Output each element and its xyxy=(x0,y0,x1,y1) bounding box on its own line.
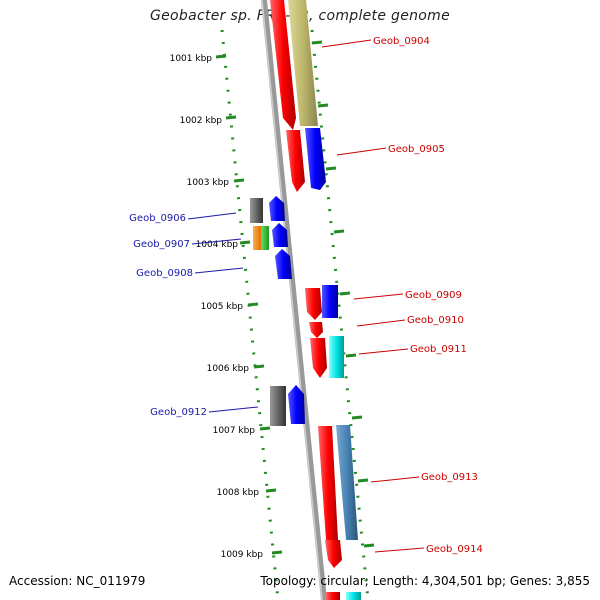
gene-label-geob-0910[interactable]: Geob_0910 xyxy=(407,315,464,326)
gene-label-geob-0907[interactable]: Geob_0907 xyxy=(133,239,190,250)
gene-feature-geob-0904[interactable] xyxy=(270,0,296,130)
tick-label: 1008 kbp xyxy=(217,488,260,498)
gene-feature-geob-0907[interactable] xyxy=(253,226,261,250)
outer-tick xyxy=(345,353,357,358)
tick-label: 1006 kbp xyxy=(207,364,250,374)
gene-feature-geob-0906[interactable] xyxy=(250,198,263,223)
tick-label: 1007 kbp xyxy=(213,426,256,436)
gene-feature-geob-0907-blue[interactable] xyxy=(272,223,288,247)
gene-feature-geob-0914[interactable] xyxy=(325,540,342,568)
gene-feature-geob-0912[interactable] xyxy=(270,386,286,426)
leader-line-geob-0914 xyxy=(374,547,425,553)
gene-feature-geob-0912-blue[interactable] xyxy=(288,385,305,424)
accession-text: Accession: NC_011979 xyxy=(9,574,146,588)
leader-line-geob-0913 xyxy=(370,476,420,483)
gene-feature-geob-0913[interactable] xyxy=(318,426,338,548)
tick-1002 xyxy=(225,115,237,120)
tick-label: 1003 kbp xyxy=(187,178,230,188)
leader-line-geob-0904 xyxy=(321,39,372,48)
tick-1003 xyxy=(233,178,245,183)
tick-label: 1009 kbp xyxy=(221,550,264,560)
inner-dotted-ring xyxy=(220,29,280,600)
gene-feature-geob-0909[interactable] xyxy=(305,288,322,320)
leader-line-geob-0906 xyxy=(187,212,237,220)
tick-1006 xyxy=(253,364,265,369)
outer-dotted-ring xyxy=(310,29,370,600)
leader-line-geob-0912 xyxy=(208,406,259,413)
leader-line-geob-0907 xyxy=(191,238,242,245)
gene-label-geob-0909[interactable]: Geob_0909 xyxy=(405,290,462,301)
gene-feature-geob-0910[interactable] xyxy=(309,322,323,338)
gene-feature-geob-0907-green[interactable] xyxy=(261,226,269,250)
genome-backbone xyxy=(261,0,327,600)
gene-label-geob-0914[interactable]: Geob_0914 xyxy=(426,544,483,555)
gene-label-geob-0904[interactable]: Geob_0904 xyxy=(373,36,430,47)
tick-1009 xyxy=(271,550,283,555)
topology-text: Topology: circular; Length: 4,304,501 bp… xyxy=(260,574,590,588)
backbone-highlight xyxy=(261,0,323,600)
outer-tick xyxy=(325,166,337,171)
outer-tick xyxy=(317,103,329,108)
tick-label: 1001 kbp xyxy=(170,54,213,64)
outer-tick xyxy=(351,415,363,420)
tick-label: 1002 kbp xyxy=(180,116,223,126)
tick-1004 xyxy=(239,240,251,245)
outer-tick xyxy=(363,543,375,548)
leader-line-geob-0911 xyxy=(358,348,409,355)
tick-1007 xyxy=(259,426,271,431)
gene-feature-geob-0911[interactable] xyxy=(310,338,327,378)
gene-feature-geob-0909-blue[interactable] xyxy=(322,285,338,318)
gene-label-geob-0913[interactable]: Geob_0913 xyxy=(421,472,478,483)
leader-line-geob-0908 xyxy=(194,267,244,274)
tick-label: 1005 kbp xyxy=(201,302,244,312)
leader-line-geob-0910 xyxy=(356,319,406,327)
leader-line-geob-0905 xyxy=(336,147,387,156)
scale-ticks xyxy=(215,40,375,555)
gene-feature-geob-0906-blue[interactable] xyxy=(269,196,285,221)
leader-line-geob-0909 xyxy=(353,293,404,300)
gene-label-geob-0905[interactable]: Geob_0905 xyxy=(388,144,445,155)
outer-tick xyxy=(357,478,369,483)
gene-feature-olive[interactable] xyxy=(288,0,318,126)
tick-1001 xyxy=(215,54,227,59)
gene-feature-partial[interactable] xyxy=(326,592,340,600)
outer-tick xyxy=(333,229,345,234)
gene-feature-geob-0913-steel[interactable] xyxy=(336,425,358,540)
outer-tick xyxy=(311,40,323,45)
gene-label-geob-0908[interactable]: Geob_0908 xyxy=(136,268,193,279)
tick-1005 xyxy=(247,302,259,307)
gene-feature-geob-0908[interactable] xyxy=(275,249,292,279)
gene-label-geob-0912[interactable]: Geob_0912 xyxy=(150,407,207,418)
gene-label-geob-0906[interactable]: Geob_0906 xyxy=(129,213,186,224)
tick-1008 xyxy=(265,488,277,493)
gene-feature-geob-0905-blue[interactable] xyxy=(305,128,326,190)
gene-feature-geob-0905[interactable] xyxy=(286,130,305,192)
gene-feature-geob-0911-cyan[interactable] xyxy=(329,336,344,378)
gene-feature-partial-cyan[interactable] xyxy=(346,592,361,600)
outer-tick xyxy=(339,291,351,296)
tick-label: 1004 kbp xyxy=(196,240,239,250)
gene-label-geob-0911[interactable]: Geob_0911 xyxy=(410,344,467,355)
